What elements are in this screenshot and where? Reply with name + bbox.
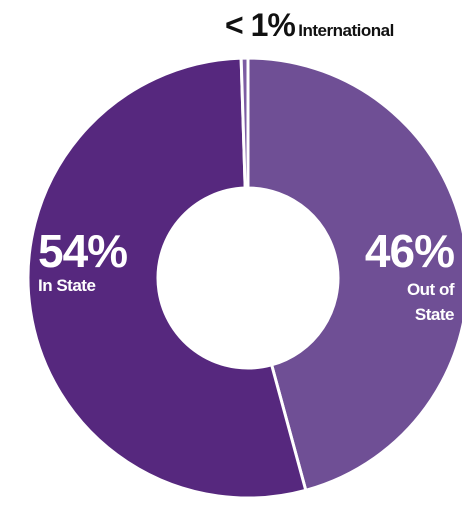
- value-label: 54%: [38, 225, 128, 277]
- slice: [26, 56, 308, 500]
- value-label: < 1%: [225, 7, 296, 43]
- in-state-label: 54% In State: [38, 225, 128, 295]
- slice: [239, 56, 250, 190]
- value-label: 46%: [364, 225, 455, 277]
- category-label: International: [298, 21, 394, 40]
- category-label: Out of State: [406, 279, 455, 325]
- slice: [246, 56, 462, 493]
- out-of-state-label: 46% Out of State: [364, 225, 455, 328]
- international-label: < 1% International: [225, 7, 394, 43]
- category-label: In State: [38, 275, 96, 295]
